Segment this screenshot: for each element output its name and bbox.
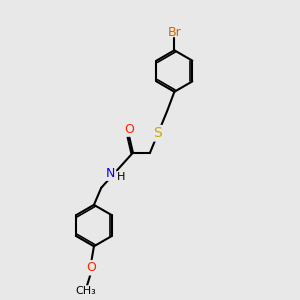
Text: N: N <box>106 167 115 180</box>
Text: CH₃: CH₃ <box>76 286 97 296</box>
Text: S: S <box>153 126 162 140</box>
Text: Br: Br <box>167 26 181 39</box>
Text: O: O <box>124 123 134 136</box>
Text: O: O <box>86 261 96 274</box>
Text: H: H <box>117 172 126 182</box>
